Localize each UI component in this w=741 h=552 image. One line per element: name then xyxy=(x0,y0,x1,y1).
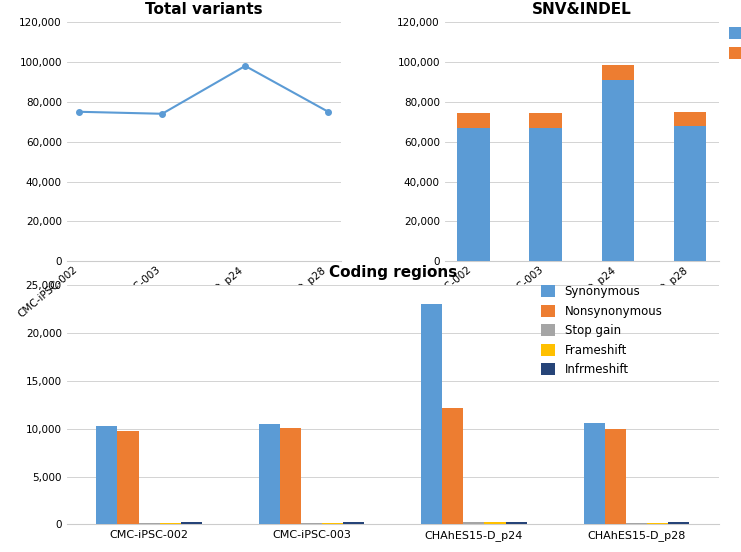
Bar xyxy=(139,523,159,524)
Bar xyxy=(463,523,485,524)
Bar xyxy=(280,428,301,524)
Legend: Synonymous, Nonsynonymous, Stop gain, Frameshift, Infrmeshift: Synonymous, Nonsynonymous, Stop gain, Fr… xyxy=(536,280,667,381)
Bar xyxy=(485,522,505,524)
Bar xyxy=(626,523,647,524)
Bar xyxy=(647,523,668,524)
Bar xyxy=(668,523,689,524)
Bar xyxy=(322,523,343,524)
Bar xyxy=(674,126,706,261)
Bar xyxy=(602,65,634,80)
Title: Total variants: Total variants xyxy=(145,2,262,17)
Bar xyxy=(301,523,322,524)
Bar xyxy=(529,113,562,128)
Title: SNV&INDEL: SNV&INDEL xyxy=(532,2,631,17)
Bar xyxy=(605,429,626,524)
Bar xyxy=(505,522,527,524)
Bar xyxy=(457,128,490,261)
Bar xyxy=(159,523,181,524)
Bar xyxy=(457,113,490,128)
Bar xyxy=(117,431,139,524)
Bar xyxy=(343,522,365,524)
Bar xyxy=(96,426,117,524)
Bar xyxy=(584,423,605,524)
Bar xyxy=(259,424,280,524)
Legend: SNV, INDEL: SNV, INDEL xyxy=(724,22,741,65)
Bar xyxy=(181,523,202,524)
Bar xyxy=(442,408,463,524)
Bar xyxy=(674,112,706,126)
Bar xyxy=(529,128,562,261)
Bar xyxy=(602,80,634,261)
Title: Coding regions: Coding regions xyxy=(328,265,457,280)
Bar xyxy=(421,304,442,524)
